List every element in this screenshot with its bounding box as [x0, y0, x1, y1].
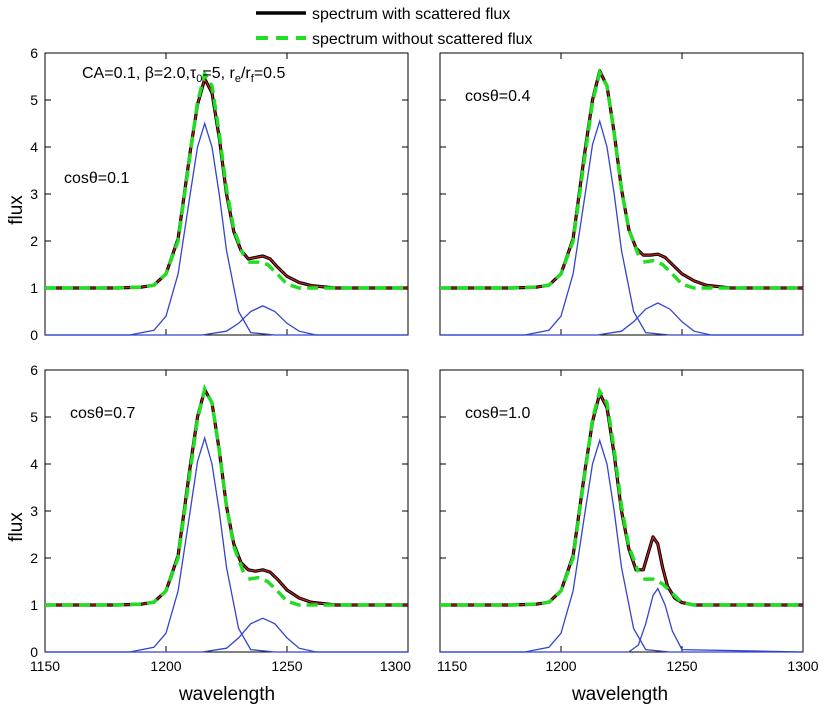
y-tick-label: 1 — [30, 597, 38, 613]
x-axis-label-right: wavelength — [571, 684, 668, 705]
x-tick-label: 1150 — [30, 658, 60, 674]
series-component-2 — [440, 302, 803, 336]
x-axis-label-left: wavelength — [178, 684, 275, 705]
y-tick-label: 5 — [30, 409, 38, 425]
series-without-scattered-flux-tail — [643, 258, 803, 290]
legend-label-with-scattered: spectrum with scattered flux — [312, 6, 510, 23]
series-component-1 — [440, 438, 803, 653]
series-component-1 — [45, 435, 408, 653]
parameter-annotation: CA=0.1, β=2.0,τ0=5, re/rf=0.5 — [82, 65, 286, 85]
y-tick-label: 0 — [30, 644, 38, 660]
panel-2: cosθ=0.4 — [439, 52, 804, 336]
series-without-scattered-flux-tail — [248, 260, 408, 290]
y-axis-label-top: flux — [6, 195, 27, 225]
y-tick-label: 6 — [30, 45, 38, 61]
series-component-2 — [45, 305, 408, 336]
legend: spectrum with scattered flux spectrum wi… — [256, 6, 533, 48]
panel-3: 0 1 2 3 4 5 6 1150 1200 1250 1300 cosθ=0.7 — [30, 362, 411, 674]
series-without-scattered-flux — [440, 67, 641, 290]
y-tick-label: 2 — [30, 233, 38, 249]
x-tick-label: 1150 — [437, 658, 467, 674]
series-with-scattered-flux — [440, 391, 803, 607]
y-axis-label-bottom: flux — [6, 512, 27, 542]
x-tick-label: 1300 — [787, 658, 818, 674]
x-tick-label: 1200 — [150, 658, 181, 674]
series-without-scattered-flux — [45, 383, 246, 607]
series-without-scattered-flux — [440, 386, 641, 607]
x-tick-label: 1300 — [380, 658, 411, 674]
y-tick-label: 4 — [30, 456, 38, 472]
x-tick-label: 1250 — [666, 658, 697, 674]
series-without-scattered-flux-tail — [248, 575, 408, 607]
series-component-2 — [45, 617, 408, 653]
y-tick-label: 5 — [30, 92, 38, 108]
panel-1: 0 1 2 3 4 5 6 cosθ=0.1 — [30, 45, 409, 343]
series-without-scattered-flux — [45, 69, 246, 290]
panel-label: cosθ=0.7 — [70, 405, 135, 422]
series-component-2 — [440, 587, 804, 653]
x-tick-label: 1250 — [271, 658, 302, 674]
y-tick-label: 1 — [30, 280, 38, 296]
series-without-scattered-flux-tail — [643, 577, 803, 607]
panel-4: 1150 1200 1250 1300 cosθ=1.0 — [437, 369, 819, 674]
y-tick-label: 6 — [30, 362, 38, 378]
panel-label: cosθ=0.4 — [465, 88, 530, 105]
y-tick-label: 3 — [30, 186, 38, 202]
series-component-1 — [45, 121, 408, 336]
legend-label-without-scattered: spectrum without scattered flux — [312, 31, 533, 48]
panel-label: cosθ=1.0 — [465, 405, 530, 422]
series-component-1 — [440, 118, 803, 336]
y-tick-label: 4 — [30, 139, 38, 155]
panel-label: cosθ=0.1 — [64, 170, 129, 187]
y-tick-label: 0 — [30, 327, 38, 343]
x-tick-label: 1200 — [545, 658, 576, 674]
y-tick-label: 2 — [30, 550, 38, 566]
y-tick-label: 3 — [30, 503, 38, 519]
